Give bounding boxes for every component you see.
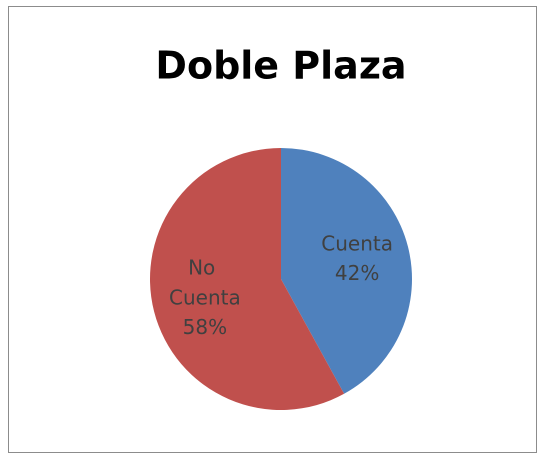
- slice-value-label: 42%: [335, 261, 379, 285]
- pie-slice: [281, 148, 413, 394]
- pie-slice: [150, 148, 345, 410]
- slice-category-label: No Cuenta: [169, 255, 241, 309]
- slice-value-label: 58%: [183, 315, 227, 339]
- chart-title: Doble Plaza: [155, 44, 406, 88]
- slice-category-label: Cuenta: [321, 231, 393, 255]
